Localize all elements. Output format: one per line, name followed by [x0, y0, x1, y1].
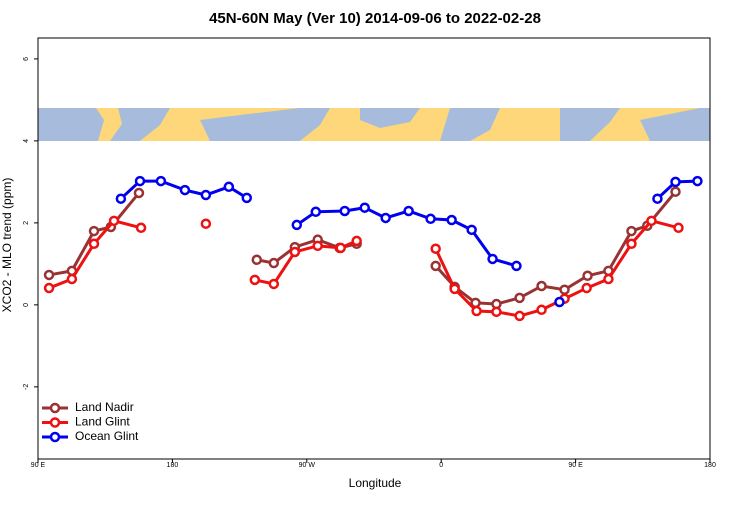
x-tick-label: 90 E: [568, 462, 583, 469]
data-point: [268, 257, 280, 269]
data-point: [310, 206, 322, 218]
y-tick-label: 2: [23, 221, 30, 225]
data-point: [251, 254, 263, 266]
data-point: [135, 222, 147, 234]
data-point: [626, 238, 637, 250]
x-tick-label: 180: [167, 462, 179, 469]
data-point: [312, 240, 323, 252]
series-line: [48, 219, 679, 318]
data-point: [430, 260, 441, 272]
data-point: [241, 192, 253, 204]
data-point: [200, 189, 212, 201]
data-point: [425, 213, 436, 225]
data-point: [291, 219, 303, 231]
data-point: [511, 260, 522, 272]
data-point: [115, 193, 127, 204]
data-point: [487, 253, 498, 265]
data-point: [581, 282, 592, 294]
data-point: [134, 175, 146, 187]
y-tick-label: 0: [23, 303, 30, 307]
data-point: [514, 292, 525, 304]
y-tick-label: -2: [23, 384, 30, 390]
plot-frame: [37, 37, 711, 460]
data-point: [491, 306, 502, 318]
data-point: [223, 181, 235, 193]
map-water: [38, 108, 710, 141]
data-point: [351, 235, 362, 247]
data-point: [179, 184, 191, 196]
data-point: [559, 284, 570, 295]
legend-marker: [49, 417, 61, 428]
data-point: [289, 246, 301, 258]
data-point: [536, 304, 547, 316]
data-point: [155, 175, 167, 187]
data-point: [88, 225, 100, 237]
data-point: [670, 176, 681, 188]
legend-label: Ocean Glint: [75, 429, 139, 443]
data-point: [268, 278, 280, 290]
data-point: [200, 218, 212, 229]
data-point: [626, 225, 637, 237]
data-point: [449, 283, 460, 295]
data-point: [403, 205, 414, 217]
data-point: [43, 269, 55, 281]
data-point: [466, 224, 477, 236]
y-axis-label: XCO2 - MLO trend (ppm): [0, 178, 14, 313]
x-tick-label: 90 E: [31, 462, 46, 469]
data-point: [339, 205, 350, 217]
data-point: [66, 273, 78, 285]
x-tick-label: 180: [704, 462, 716, 469]
legend-label: Land Nadir: [75, 400, 134, 414]
x-axis-label: Longitude: [349, 476, 402, 490]
data-point: [133, 187, 145, 199]
x-tick-label: 90 W: [299, 462, 316, 469]
data-point: [646, 215, 657, 227]
y-tick-label: 6: [23, 57, 30, 61]
legend-marker: [49, 431, 61, 443]
data-point: [88, 238, 100, 250]
data-point: [380, 212, 391, 224]
data-point: [249, 274, 261, 286]
x-tick-label: 0: [439, 462, 443, 469]
chart-title: 45N-60N May (Ver 10) 2014-09-06 to 2022-…: [209, 10, 541, 27]
data-point: [471, 305, 482, 317]
data-point: [430, 243, 441, 254]
data-point: [652, 193, 663, 204]
data-point: [335, 242, 346, 254]
legend-marker: [49, 402, 61, 414]
data-point: [554, 296, 565, 308]
data-point: [359, 202, 370, 213]
data-point: [582, 270, 593, 282]
data-point: [446, 214, 457, 226]
data-point: [692, 175, 703, 187]
legend-label: Land Glint: [75, 415, 130, 429]
data-point: [514, 310, 525, 322]
data-point: [536, 280, 547, 292]
data-point: [43, 282, 55, 294]
data-point: [673, 222, 684, 234]
y-tick-label: 4: [23, 139, 30, 143]
data-point: [108, 215, 120, 227]
data-point: [603, 273, 614, 285]
data-point: [670, 186, 681, 197]
map-band: [38, 108, 710, 141]
